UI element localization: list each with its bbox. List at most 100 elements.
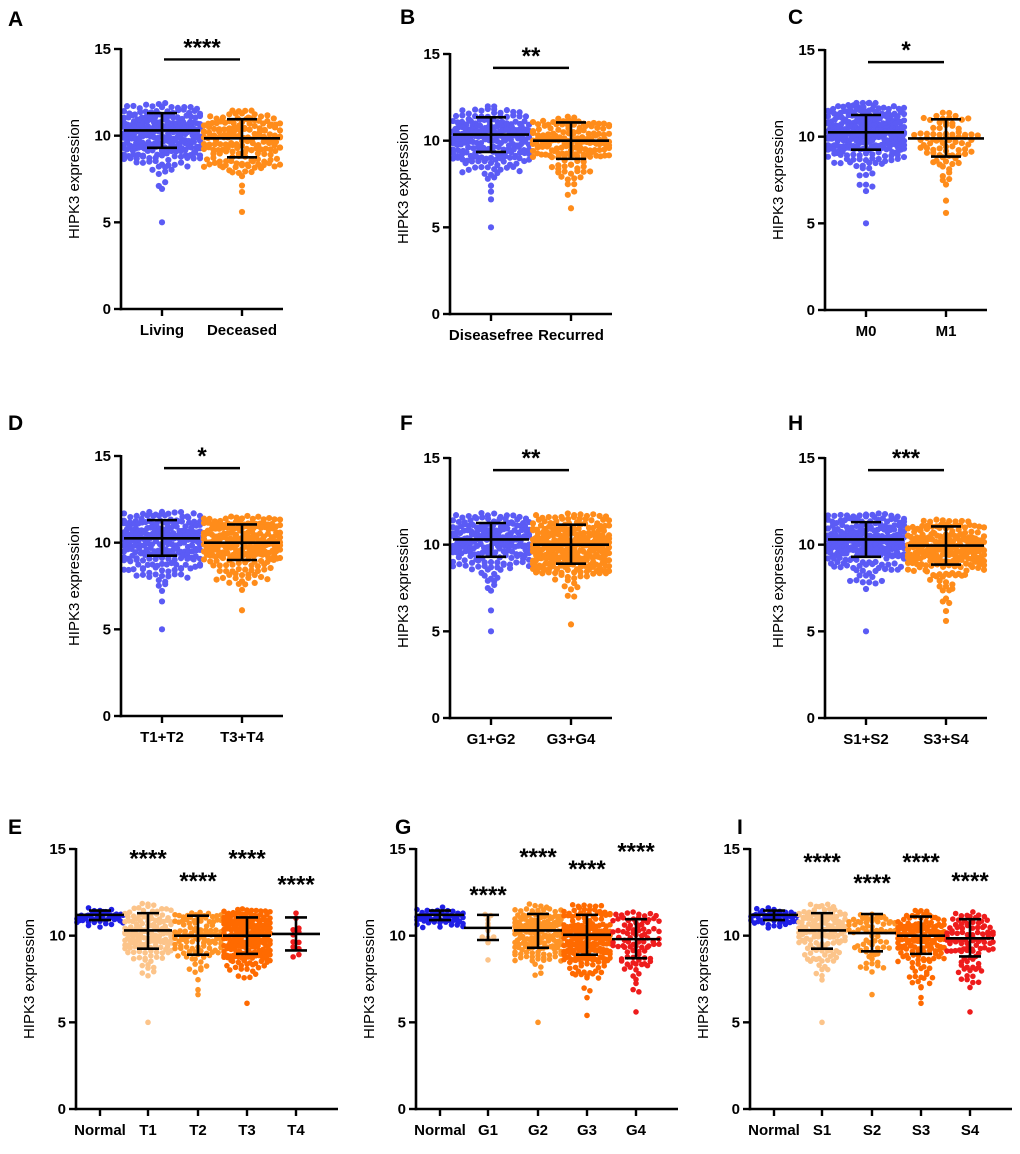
data-point [529,153,537,161]
data-point [214,912,220,919]
data-point [862,150,870,157]
data-point [492,156,499,163]
data-point [221,908,227,915]
data-point [607,955,613,961]
data-point [459,169,466,176]
data-point [917,144,924,151]
data-point [159,955,166,961]
data-point [954,930,961,937]
data-point [206,945,213,952]
data-point [177,565,185,572]
x-tick-label: S3 [912,1122,930,1139]
data-point [478,107,485,114]
data-point [459,514,466,521]
data-point [862,181,870,188]
data-point [165,573,172,580]
data-point [946,175,953,183]
data-point [776,923,783,930]
data-point [869,137,876,144]
data-point [171,161,178,168]
data-point [546,906,553,912]
data-point [881,566,889,573]
data-point [980,547,988,554]
data-point [946,169,953,176]
data-point [570,513,578,521]
data-point [487,224,495,231]
data-point [158,572,166,580]
data-point [824,901,831,908]
data-point [813,956,820,963]
data-point [589,961,596,968]
data-point [575,915,582,921]
data-point [578,962,585,969]
data-point [915,909,921,916]
data-point [949,160,956,168]
data-point [173,148,180,155]
data-point [148,952,154,959]
panel-label-D: D [8,412,24,435]
data-point [183,944,190,950]
data-point [987,940,993,947]
data-point [605,522,613,529]
error-bar-Normal [76,909,124,922]
data-point [485,957,491,963]
significance-label: **** [617,839,655,866]
data-point [605,123,613,130]
data-point [911,528,918,536]
data-point [158,626,166,633]
y-tick-label: 0 [398,1101,406,1118]
data-point [625,939,632,945]
error-bar-T1+T2 [124,518,200,557]
data-point [162,164,169,171]
data-point [941,955,947,962]
x-tick-label: M0 [856,323,877,340]
data-point [571,575,578,582]
data-point [958,556,965,564]
data-point [238,208,246,216]
data-point [837,564,844,571]
data-point [942,181,950,188]
data-point [916,564,923,571]
data-point [923,526,931,533]
y-tick-label: 15 [723,841,740,858]
data-point [190,510,197,517]
data-point [192,969,198,975]
data-point [965,115,972,122]
data-point [571,181,578,188]
data-point [271,142,278,149]
data-point [824,512,832,519]
data-point [548,163,556,171]
data-point [463,149,470,156]
data-point [510,112,517,119]
data-point [571,175,578,182]
data-point [610,929,616,935]
data-point [449,908,456,915]
chart-svg: 0 5 10 15 G1+G2 G3+G4 HIPK3 expression ** [395,445,613,748]
data-point [589,956,596,963]
data-point [851,944,858,951]
data-point [264,911,270,918]
data-point [516,155,523,162]
data-point [472,106,479,113]
data-point [563,143,570,150]
data-point [235,559,242,567]
data-point [888,152,895,159]
data-point [235,580,242,588]
data-point [577,568,584,576]
data-point [242,149,249,156]
data-point [146,158,153,165]
data-point [242,566,249,573]
data-point [927,576,934,583]
data-point [807,950,814,956]
data-point [465,110,472,117]
data-point [522,527,529,534]
data-point [974,924,981,931]
data-point [475,557,482,564]
data-point [487,587,495,594]
data-point [519,559,526,566]
data-point [580,158,587,165]
data-point [948,948,954,954]
data-point [487,196,495,203]
x-tick-label: T3 [238,1122,256,1139]
chart-panel-B: 0 5 10 15 Diseasefree Recurred HIPK3 expressio… [370,4,730,354]
